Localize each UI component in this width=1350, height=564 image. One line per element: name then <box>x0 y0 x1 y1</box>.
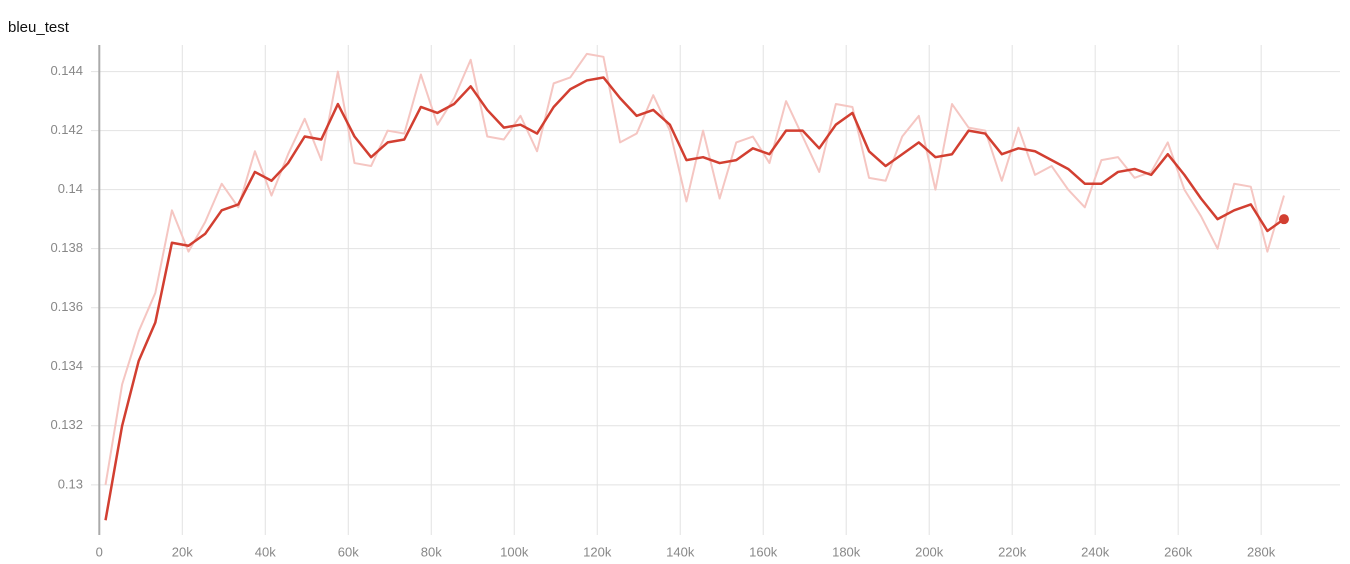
y-tick-label: 0.13 <box>58 476 83 491</box>
x-tick-label: 0 <box>96 544 103 559</box>
x-tick-label: 280k <box>1247 544 1276 559</box>
y-tick-label: 0.136 <box>50 299 83 314</box>
y-tick-label: 0.138 <box>50 240 83 255</box>
series-line <box>104 52 1285 485</box>
end-point <box>1278 214 1289 225</box>
x-tick-label: 180k <box>832 544 861 559</box>
y-tick-label: 0.132 <box>50 417 83 432</box>
x-tick-label: 140k <box>666 544 695 559</box>
x-tick-label: 80k <box>421 544 442 559</box>
chart-title: bleu_test <box>8 19 70 36</box>
y-tick-label: 0.134 <box>50 358 83 373</box>
y-tick-label: 0.144 <box>50 63 83 78</box>
x-tick-label: 160k <box>749 544 778 559</box>
x-tick-label: 260k <box>1164 544 1193 559</box>
series-line <box>104 76 1285 521</box>
x-tick-label: 20k <box>172 544 193 559</box>
x-tick-label: 120k <box>583 544 612 559</box>
x-tick-label: 240k <box>1081 544 1110 559</box>
y-tick-label: 0.142 <box>50 122 83 137</box>
x-tick-label: 100k <box>500 544 529 559</box>
y-tick-label: 0.14 <box>58 181 83 196</box>
x-tick-label: 220k <box>998 544 1027 559</box>
x-tick-label: 60k <box>338 544 359 559</box>
x-tick-label: 40k <box>255 544 276 559</box>
x-tick-label: 200k <box>915 544 944 559</box>
